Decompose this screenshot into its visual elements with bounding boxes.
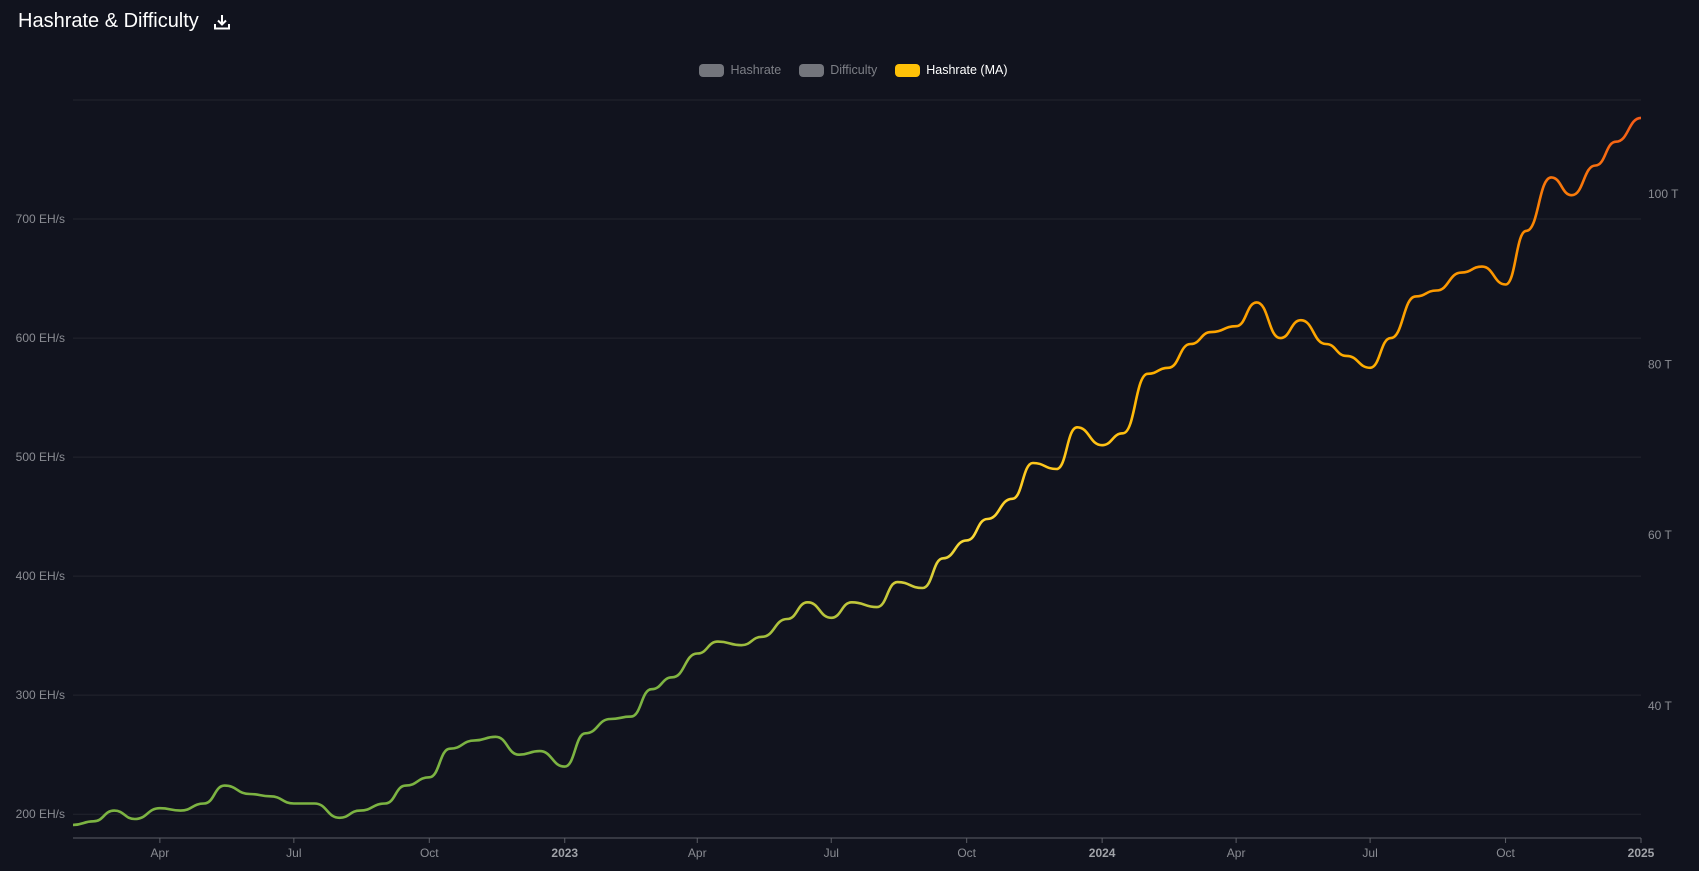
x-tick-label: Oct — [420, 846, 439, 860]
x-tick-label: Jul — [1362, 846, 1377, 860]
legend-label-hashrate: Hashrate — [730, 63, 782, 77]
x-tick-label: Jul — [286, 846, 301, 860]
legend-label-hashrate-ma: Hashrate (MA) — [926, 63, 1008, 77]
legend-label-difficulty: Difficulty — [830, 63, 878, 77]
legend-item-hashrate[interactable]: Hashrate — [691, 63, 781, 77]
x-tick-label: 2023 — [551, 846, 578, 860]
y-axis-right: 40 T 60 T 80 T 100 T — [1648, 187, 1679, 713]
x-tick-label: Oct — [957, 846, 976, 860]
y-tick-label-left: 500 EH/s — [16, 450, 65, 464]
y-tick-label-right: 40 T — [1648, 699, 1672, 713]
x-tick-label: 2024 — [1089, 846, 1116, 860]
y-axis-left: 200 EH/s 300 EH/s 400 EH/s 500 EH/s 600 EH/s… — [16, 212, 65, 821]
legend-item-difficulty[interactable]: Difficulty — [791, 63, 877, 77]
chart-header: Hashrate & Difficulty — [18, 10, 233, 33]
x-tick-label: Apr — [1227, 846, 1246, 860]
chart-title: Hashrate & Difficulty — [18, 10, 199, 32]
x-tick-label: Oct — [1496, 846, 1515, 860]
y-tick-label-right: 60 T — [1648, 528, 1672, 542]
y-tick-label-right: 100 T — [1648, 187, 1679, 201]
x-tick-label: Apr — [151, 846, 170, 860]
legend-item-hashrate-ma[interactable]: Hashrate (MA) — [887, 63, 1008, 77]
legend-swatch-hashrate — [699, 63, 725, 77]
y-tick-label-right: 80 T — [1648, 357, 1672, 371]
x-tick-label: Jul — [824, 846, 839, 860]
x-axis: Apr Jul Oct 2023 Apr Jul Oct 2024 Apr Jul Oct 2025 — [73, 837, 1655, 860]
series-group — [72, 116, 1642, 827]
y-tick-label-left: 300 EH/s — [16, 688, 65, 702]
y-tick-label-left: 700 EH/s — [16, 212, 65, 226]
grid-lines — [73, 99, 1641, 815]
y-tick-label-left: 600 EH/s — [16, 331, 65, 345]
x-tick-label: 2025 — [1628, 846, 1655, 860]
download-icon[interactable] — [211, 11, 233, 33]
y-tick-label-left: 200 EH/s — [16, 807, 65, 821]
series-line-hashrate-ma — [72, 116, 1642, 827]
y-tick-label-left: 400 EH/s — [16, 569, 65, 583]
legend-swatch-hashrate-ma — [895, 63, 921, 77]
x-tick-label: Apr — [688, 846, 707, 860]
chart-legend: Hashrate Difficulty Hashrate (MA) — [0, 63, 1699, 77]
legend-swatch-difficulty — [799, 63, 825, 77]
